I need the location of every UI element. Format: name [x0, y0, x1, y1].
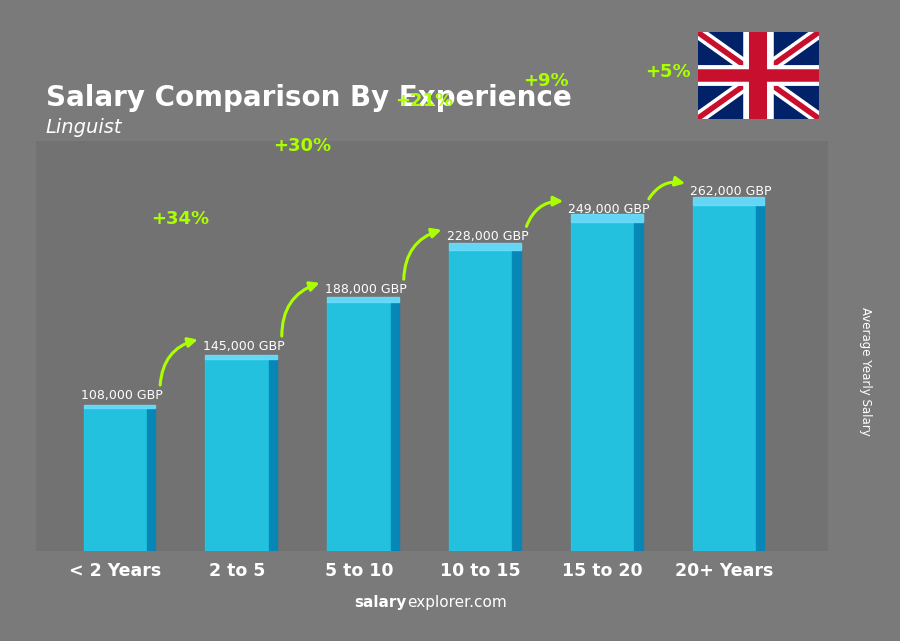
Bar	[512, 249, 521, 551]
Bar	[205, 355, 277, 360]
Bar	[449, 243, 521, 249]
Text: 108,000 GBP: 108,000 GBP	[81, 389, 163, 402]
Text: +30%: +30%	[273, 137, 331, 154]
Text: +9%: +9%	[523, 72, 569, 90]
Bar	[571, 215, 643, 222]
Text: explorer.com: explorer.com	[407, 595, 507, 610]
Bar	[756, 204, 764, 551]
Bar	[269, 360, 277, 551]
Text: 249,000 GBP: 249,000 GBP	[569, 203, 650, 215]
Bar	[328, 297, 399, 303]
Text: 188,000 GBP: 188,000 GBP	[325, 283, 407, 296]
Bar	[391, 303, 399, 551]
Bar	[147, 408, 155, 551]
Bar	[84, 408, 147, 551]
Text: 228,000 GBP: 228,000 GBP	[446, 230, 528, 244]
Text: +5%: +5%	[644, 63, 690, 81]
Bar	[328, 303, 391, 551]
Text: 145,000 GBP: 145,000 GBP	[202, 340, 284, 353]
Bar	[634, 222, 643, 551]
Text: 262,000 GBP: 262,000 GBP	[690, 185, 772, 198]
Bar	[571, 222, 634, 551]
Bar	[449, 249, 512, 551]
Text: Average Yearly Salary: Average Yearly Salary	[860, 308, 872, 436]
Bar	[205, 360, 269, 551]
Text: Salary Comparison By Experience: Salary Comparison By Experience	[46, 83, 572, 112]
Text: +21%: +21%	[395, 92, 453, 110]
Bar	[84, 405, 155, 408]
Text: Linguist: Linguist	[46, 119, 122, 137]
Text: salary: salary	[355, 595, 407, 610]
Bar	[693, 204, 756, 551]
Bar	[693, 197, 764, 204]
Text: +34%: +34%	[151, 210, 210, 228]
